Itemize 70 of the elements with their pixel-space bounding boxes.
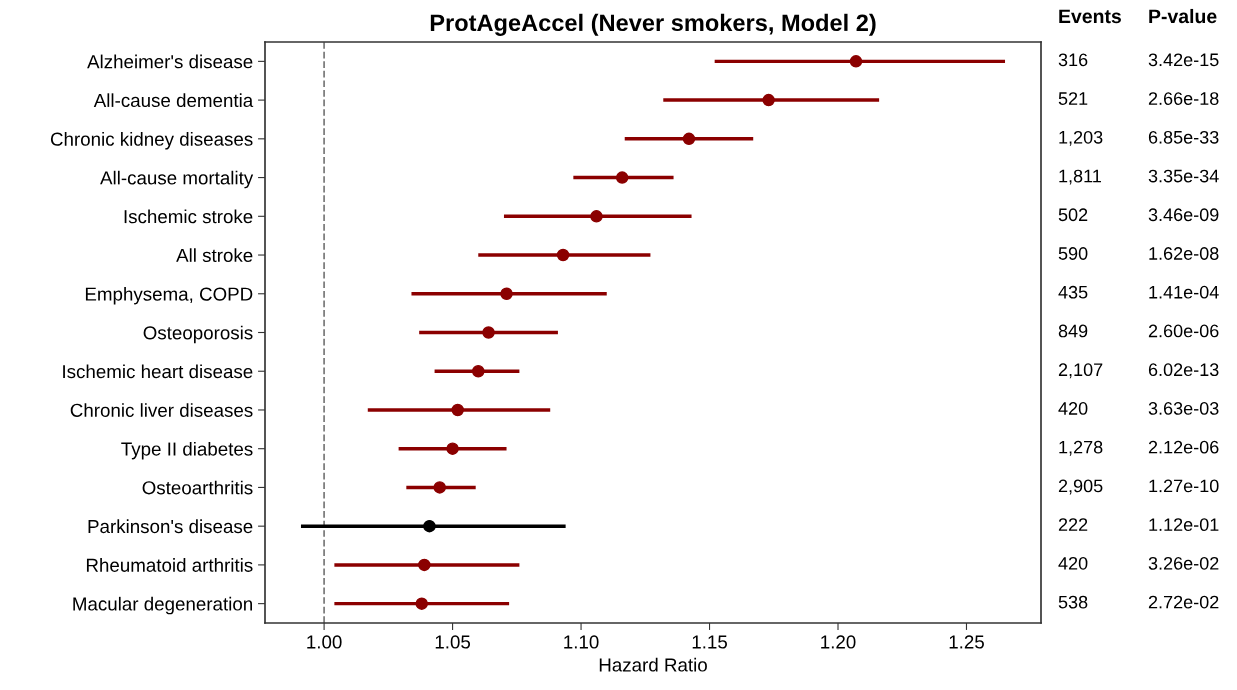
point: [415, 597, 428, 610]
text: 849: [1058, 324, 1088, 338]
text: 521: [1058, 92, 1088, 105]
y-tick-label: Macular degeneration: [73, 596, 252, 615]
text: 1.12e-01: [1149, 518, 1219, 532]
y-tick-label: Rheumatoid arthritis: [86, 558, 253, 572]
x-tick-label: 1.20: [821, 635, 856, 649]
text: 1,278: [1059, 440, 1103, 456]
text: 2.60e-06: [1148, 324, 1219, 338]
y-tick-label: Chronic kidney diseases: [50, 132, 253, 150]
text: 316: [1058, 53, 1088, 67]
point: [500, 287, 513, 301]
text: 420: [1058, 402, 1088, 415]
text: 2,905: [1058, 479, 1103, 495]
y-tick-label: All-cause mortality: [100, 170, 254, 189]
text: 2,107: [1058, 363, 1103, 379]
text: 3.35e-34: [1148, 169, 1219, 183]
point: [682, 132, 696, 146]
x-tick-label: 1.15: [692, 635, 727, 649]
text: 1,811: [1059, 169, 1101, 185]
x-tick-label: 1.25: [949, 635, 984, 649]
point: [451, 403, 464, 417]
y-tick-label: Chronic liver diseases: [70, 403, 253, 417]
text: 2.72e-02: [1148, 595, 1219, 609]
text: 3.42e-15: [1148, 53, 1219, 67]
text: 6.85e-33: [1148, 130, 1219, 144]
y-tick-label: Osteoporosis: [143, 325, 253, 344]
x-tick-label: 1.10: [564, 635, 599, 649]
text: 3.63e-03: [1148, 402, 1219, 415]
point: [423, 519, 436, 533]
text: 538: [1058, 595, 1088, 609]
x-tick-label: 1.00: [307, 635, 342, 649]
point: [590, 210, 603, 223]
y-tick-label: Ischemic stroke: [124, 209, 253, 224]
x-axis-title: Hazard Ratio: [599, 657, 707, 672]
text: 420: [1058, 556, 1088, 570]
text: Events: [1059, 9, 1121, 24]
point: [472, 364, 485, 378]
text: 1.41e-04: [1149, 285, 1219, 299]
y-tick-label: All-cause dementia: [93, 93, 254, 108]
point: [482, 326, 495, 339]
text: 435: [1058, 285, 1088, 299]
point: [849, 55, 863, 68]
y-tick-label: Alzheimer's disease: [87, 54, 253, 69]
y-tick-label: Type II diabetes: [121, 441, 253, 460]
y-tick-label: All stroke: [176, 248, 253, 263]
point: [762, 93, 775, 107]
text: 590: [1058, 247, 1088, 260]
text: 222: [1058, 518, 1088, 531]
point: [433, 481, 446, 494]
text: 502: [1058, 208, 1088, 222]
text: P-value: [1149, 8, 1217, 24]
text: 6.02e-13: [1148, 363, 1219, 377]
y-tick-label: Osteoarthritis: [142, 480, 253, 495]
point: [418, 558, 431, 572]
y-tick-label: Emphysema, COPD: [85, 286, 253, 305]
x-tick-label: 1.05: [435, 635, 471, 649]
point: [615, 171, 629, 184]
text: 3.46e-09: [1148, 208, 1219, 222]
text: 3.26e-02: [1148, 556, 1219, 570]
y-tick-label: Ischemic heart disease: [63, 364, 253, 379]
text: 2.12e-06: [1148, 440, 1219, 454]
y-tick-label: Parkinson's disease: [88, 519, 253, 534]
text: 1.62e-08: [1149, 247, 1219, 260]
point: [556, 248, 570, 262]
point: [446, 442, 459, 455]
text: 2.66e-18: [1148, 92, 1219, 105]
text: 1.27e-10: [1149, 479, 1219, 493]
text: 1,203: [1059, 130, 1103, 146]
chart-title: ProtAgeAccel (Never smokers, Model 2): [430, 13, 876, 36]
